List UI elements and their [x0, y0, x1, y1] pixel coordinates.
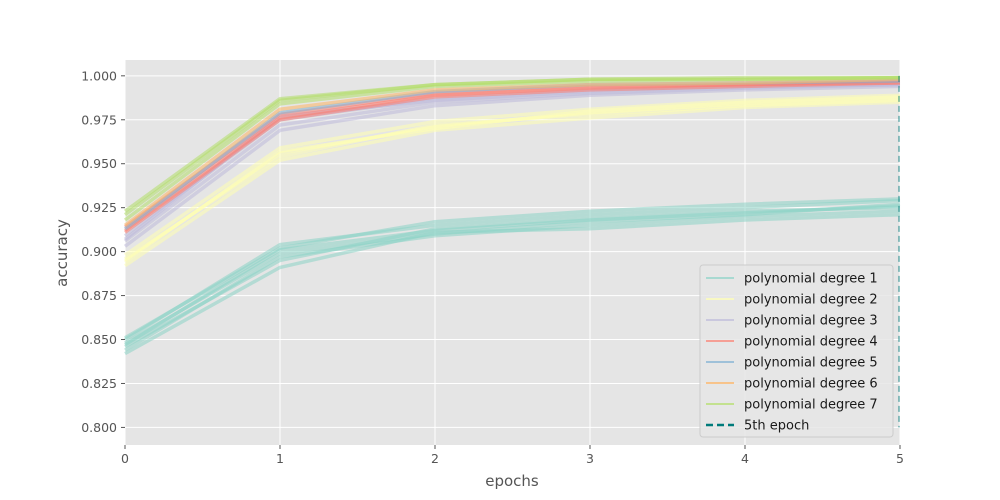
series-6-run-1 [123, 77, 901, 227]
legend-items: polynomial degree 1 polynomial degree 2 po… [706, 272, 878, 434]
series-2-run-5 [123, 95, 901, 264]
legend-label-3: polynomial degree 3 [744, 314, 878, 329]
legend-label-4: polynomial degree 4 [744, 335, 878, 350]
legend-label-7: polynomial degree 7 [744, 398, 878, 413]
x-tick-label-1: 1 [276, 451, 284, 466]
series-2-run-3 [124, 100, 901, 268]
series-1-run-7 [124, 202, 901, 345]
x-tick-label-3: 3 [586, 451, 594, 466]
legend-label-5: polynomial degree 5 [744, 356, 878, 371]
series-4-run-3 [123, 81, 901, 234]
y-tick-label-5: 0.925 [81, 200, 117, 215]
series-3-run-3 [123, 84, 901, 248]
y-tick-label-2: 0.850 [81, 332, 117, 347]
y-axis-label: accuracy [53, 219, 71, 287]
y-tick-label-8: 1.000 [81, 68, 117, 83]
series-7-run-3 [123, 75, 900, 213]
y-tick-label-1: 0.825 [81, 376, 117, 391]
series-layer [123, 75, 901, 356]
x-axis-label: epochs [485, 472, 539, 490]
legend-label-2: polynomial degree 2 [744, 293, 878, 308]
series-1-run-5 [124, 197, 901, 340]
x-tick-label-4: 4 [741, 451, 749, 466]
series-7 [123, 75, 901, 222]
y-tick-label-7: 0.975 [81, 112, 117, 127]
x-tick-label-2: 2 [431, 451, 439, 466]
y-tick-label-3: 0.875 [81, 288, 117, 303]
series-1-run-4 [124, 212, 901, 356]
series-1 [124, 197, 901, 356]
x-tick-label-5: 5 [896, 451, 904, 466]
x-tick-label-0: 0 [121, 451, 129, 466]
plot-area [123, 75, 901, 428]
legend-label-6: polynomial degree 6 [744, 377, 878, 392]
legend-label-1: polynomial degree 1 [744, 272, 878, 287]
series-1-run-6 [124, 205, 901, 349]
legend-label-8: 5th epoch [744, 419, 809, 434]
series-2 [123, 93, 901, 268]
series-1-run-2 [124, 198, 901, 341]
y-axis-ticks: 0.800 0.825 0.850 0.875 0.900 0.925 0.950 0.975… [81, 68, 125, 435]
legend-box [699, 264, 894, 438]
series-2-run-2 [124, 93, 901, 257]
x-axis-ticks: 0 1 2 3 4 5 [121, 445, 904, 466]
y-tick-label-0: 0.800 [81, 420, 117, 435]
legend: polynomial degree 1 polynomial degree 2 po… [699, 264, 894, 438]
series-6 [123, 77, 901, 227]
y-tick-label-4: 0.900 [81, 244, 117, 259]
y-tick-label-6: 0.950 [81, 156, 117, 171]
